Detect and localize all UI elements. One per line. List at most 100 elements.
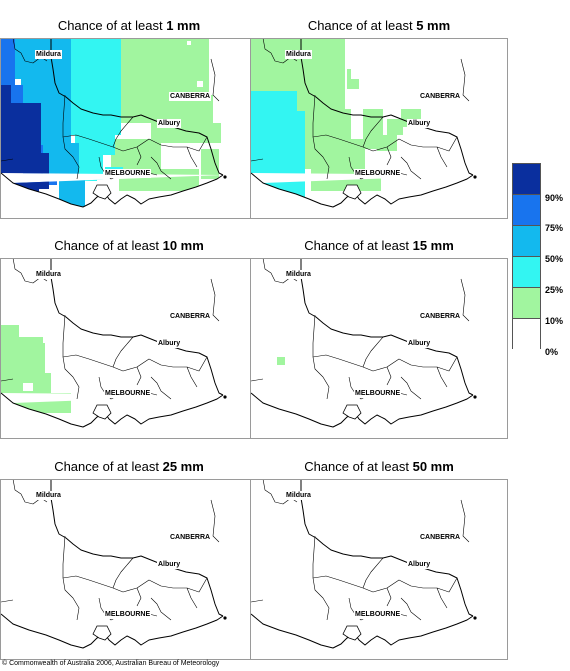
district-boundary <box>150 597 172 621</box>
legend-tick: 75% <box>545 223 564 233</box>
rainfall-probability-cell <box>201 149 219 179</box>
marker-icon <box>473 616 477 620</box>
albury-label: Albury <box>157 119 182 128</box>
legend-swatch <box>512 256 541 287</box>
panel-title: Chance of at least 15 mm <box>304 238 454 253</box>
district-boundary <box>112 336 134 368</box>
district-boundary <box>362 116 384 148</box>
marker-icon <box>223 616 227 620</box>
probability-map: Mildura CANBERRA Albury MELBOURNE <box>0 258 258 439</box>
port-phillip-bay <box>342 404 362 420</box>
probability-legend: 90% 75% 50% 25% 10% 0% <box>512 163 563 357</box>
legend-tick: 10% <box>545 316 564 326</box>
rainfall-probability-cell <box>277 357 285 365</box>
act-border <box>460 278 470 322</box>
legend-tick: 0% <box>545 347 559 357</box>
albury-label: Albury <box>157 339 182 348</box>
albury-label: Albury <box>407 119 432 128</box>
district-boundary <box>251 599 264 603</box>
canberra-label: CANBERRA <box>169 312 212 321</box>
act-border <box>460 499 470 543</box>
district-boundary <box>98 156 106 174</box>
district-boundary <box>98 597 106 615</box>
district-boundary <box>62 314 66 357</box>
port-phillip-bay <box>92 184 112 200</box>
district-boundary <box>362 557 384 589</box>
district-boundary <box>112 136 208 152</box>
map-canvas <box>1 480 227 649</box>
state-border <box>300 480 474 617</box>
district-boundary <box>251 158 264 162</box>
district-boundary <box>386 366 392 386</box>
melbourne-label: MELBOURNE <box>354 389 402 398</box>
panel-title: Chance of at least 50 mm <box>304 459 454 474</box>
district-boundary <box>312 354 364 368</box>
rainfall-probability-cell <box>151 123 221 143</box>
map-canvas <box>1 39 227 208</box>
marker-icon <box>473 175 477 179</box>
district-boundary <box>186 146 198 168</box>
act-border <box>210 58 220 102</box>
district-boundary <box>436 366 448 388</box>
district-boundary <box>62 575 114 589</box>
district-boundary <box>136 366 142 386</box>
albury-label: Albury <box>407 339 432 348</box>
rainfall-probability-cell <box>361 79 391 109</box>
district-boundary <box>112 577 208 593</box>
district-boundary <box>386 146 392 166</box>
district-boundary <box>362 577 458 593</box>
marker-icon <box>473 395 477 399</box>
coastline <box>251 172 474 208</box>
district-boundary <box>136 146 142 166</box>
rainfall-probability-cell <box>1 85 11 103</box>
legend-swatch <box>512 163 541 194</box>
rainfall-probability-cell <box>69 39 121 95</box>
district-boundary <box>98 376 106 394</box>
albury-label: Albury <box>157 560 182 569</box>
rainfall-probability-cell <box>351 39 391 79</box>
rainfall-probability-cell <box>111 139 161 169</box>
canberra-label: CANBERRA <box>419 533 462 542</box>
map-canvas <box>251 39 477 208</box>
panel-title: Chance of at least 25 mm <box>54 459 204 474</box>
rainfall-probability-cell <box>173 149 181 157</box>
state-border <box>50 39 224 176</box>
probability-map: Mildura CANBERRA Albury MELBOURNE <box>0 479 258 660</box>
mildura-label: Mildura <box>285 491 312 500</box>
coastline <box>251 613 474 649</box>
act-border <box>210 499 220 543</box>
legend-swatch <box>512 225 541 256</box>
panel-title: Chance of at least 1 mm <box>57 18 201 33</box>
district-boundary <box>436 146 448 168</box>
district-boundary <box>62 134 114 148</box>
port-phillip-bay <box>92 404 112 420</box>
district-boundary <box>400 156 422 180</box>
district-boundary <box>251 378 264 382</box>
rainfall-probability-cell <box>251 111 305 207</box>
legend-tick: 50% <box>545 254 564 264</box>
district-boundary <box>1 378 14 382</box>
map-canvas <box>1 259 227 428</box>
district-boundary <box>362 136 458 152</box>
rainfall-probability-cell <box>187 41 191 45</box>
rainfall-probability-cell <box>1 343 45 373</box>
port-phillip-bay <box>92 625 112 641</box>
district-boundary <box>186 366 198 388</box>
mildura-label: Mildura <box>35 50 62 59</box>
coastline <box>1 613 224 649</box>
melbourne-label: MELBOURNE <box>104 169 152 178</box>
port-phillip-bay <box>342 625 362 641</box>
state-border <box>50 259 224 396</box>
mildura-label: Mildura <box>285 50 312 59</box>
act-border <box>210 278 220 322</box>
district-boundary <box>362 356 458 372</box>
district-boundary <box>312 577 330 621</box>
rainfall-probability-cell <box>251 91 297 111</box>
state-border <box>300 39 474 176</box>
district-boundary <box>312 356 330 400</box>
district-boundary <box>1 599 14 603</box>
coastline <box>1 172 224 208</box>
melbourne-label: MELBOURNE <box>104 389 152 398</box>
district-boundary <box>112 557 134 589</box>
legend-swatch <box>512 194 541 225</box>
